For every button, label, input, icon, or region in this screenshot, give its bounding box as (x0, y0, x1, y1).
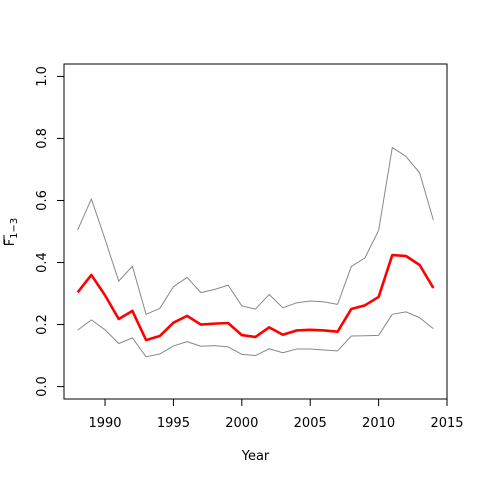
plot-frame (63, 63, 448, 400)
series-line-estimate (76, 253, 435, 342)
y-axis-label-main: F (3, 239, 18, 246)
y-tick-label: 0.0 (35, 376, 50, 397)
x-tick-label: 1990 (88, 416, 121, 431)
x-tick-label: 2010 (362, 416, 395, 431)
y-axis: 0.0 0.2 0.4 0.6 0.8 1.0 (35, 66, 65, 397)
y-tick-label: 0.8 (35, 128, 50, 149)
y-tick-label: 0.2 (35, 314, 50, 335)
series-line-lower-bound (77, 311, 434, 358)
series-line-upper-bound (77, 146, 434, 315)
y-tick-label: 1.0 (35, 66, 50, 87)
y-axis-label-text: F1−3 (3, 218, 20, 247)
x-tick-label: 1995 (157, 416, 190, 431)
y-axis-label-subscript: 1−3 (9, 218, 20, 239)
x-axis-label: Year (241, 449, 270, 464)
y-tick-label: 0.6 (35, 190, 50, 211)
series-layer (76, 146, 435, 358)
x-tick-label: 2005 (294, 416, 327, 431)
y-tick-label: 0.4 (35, 252, 50, 273)
x-tick-label: 2015 (430, 416, 463, 431)
x-tick-label: 2000 (225, 416, 258, 431)
x-axis: 1990 1995 2000 2005 2010 2015 (88, 398, 464, 431)
y-axis-label: F1−3 (3, 218, 20, 247)
